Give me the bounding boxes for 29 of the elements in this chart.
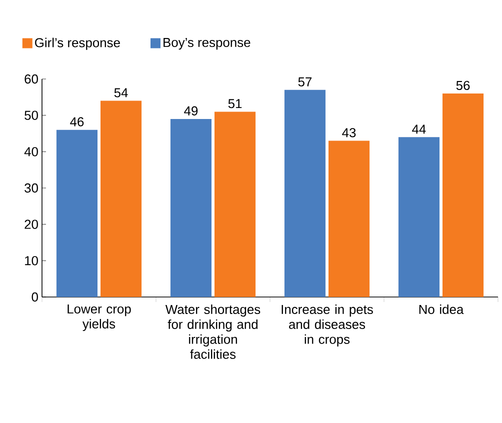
bar <box>398 137 440 297</box>
data-label: 57 <box>298 77 312 86</box>
bar <box>284 90 326 297</box>
y-tick-label: 20 <box>24 220 38 229</box>
x-tick-label: Water shortages for drinking and irrigation facilities <box>165 304 260 359</box>
x-tick-label: Increase in pets and diseases in crops <box>282 304 373 346</box>
data-label: 44 <box>412 124 426 134</box>
data-label: 51 <box>228 99 242 108</box>
x-tick-label: No idea <box>419 304 464 314</box>
y-tick-label: 50 <box>24 110 38 120</box>
y-tick-label: 10 <box>25 256 38 266</box>
legend-label: Boy’s response <box>164 38 250 50</box>
bar <box>214 112 256 297</box>
bar <box>328 140 370 297</box>
data-label: 54 <box>114 88 128 98</box>
data-label: 43 <box>342 128 356 138</box>
y-tick-label: 40 <box>24 147 38 156</box>
y-tick-label: 30 <box>24 183 38 193</box>
x-tick-label: Lower crop yields <box>68 304 131 332</box>
data-label: 56 <box>456 80 470 90</box>
data-label: 49 <box>184 106 198 116</box>
bar <box>56 130 98 297</box>
bar <box>442 94 484 297</box>
data-label: 46 <box>70 117 84 126</box>
legend-label: Girl’s response <box>35 38 120 50</box>
bar <box>100 100 142 297</box>
bar <box>170 118 212 297</box>
y-tick-label: 60 <box>24 74 38 84</box>
y-tick-label: 0 <box>32 292 38 302</box>
